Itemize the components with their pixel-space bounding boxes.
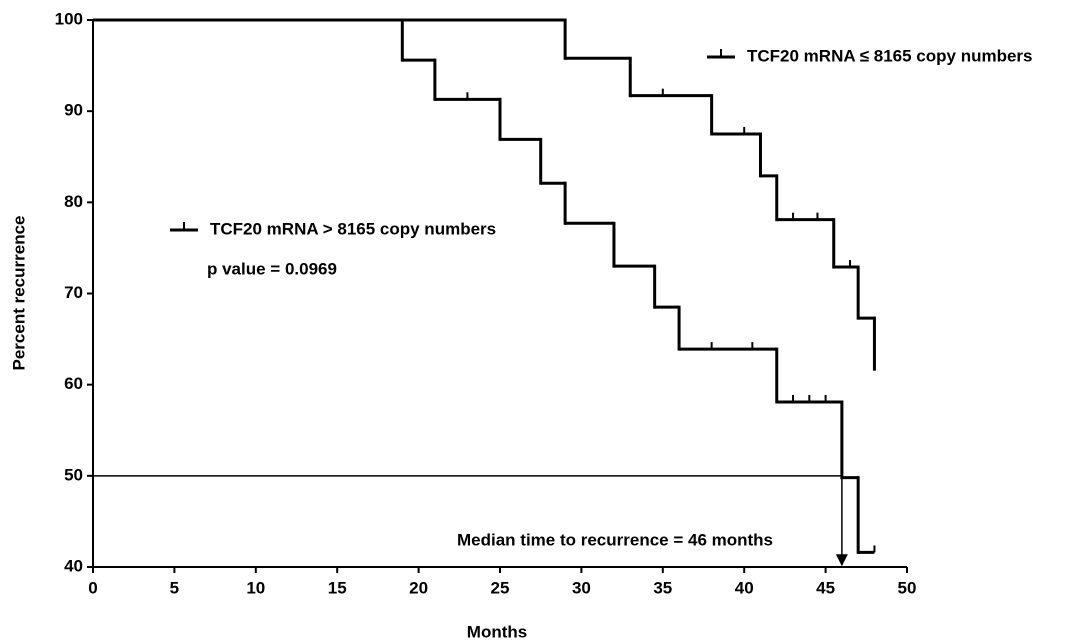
x-tick-label: 15: [328, 578, 347, 597]
x-tick-label: 25: [491, 578, 510, 597]
x-tick-label: 5: [170, 578, 179, 597]
x-tick-label: 20: [409, 578, 428, 597]
x-tick-label: 50: [898, 578, 917, 597]
y-axis-label: Percent recurrence: [9, 216, 28, 371]
x-tick-label: 30: [572, 578, 591, 597]
y-tick-label: 80: [64, 192, 83, 211]
median-note: Median time to recurrence = 46 months: [457, 530, 773, 549]
x-tick-label: 10: [246, 578, 265, 597]
p-value: p value = 0.0969: [207, 259, 337, 278]
x-tick-label: 45: [816, 578, 835, 597]
x-axis-label: Months: [467, 622, 527, 641]
legend-label: TCF20 mRNA ≤ 8165 copy numbers: [747, 46, 1033, 65]
x-tick-label: 35: [653, 578, 672, 597]
y-tick-label: 100: [55, 9, 83, 28]
y-tick-label: 40: [64, 556, 83, 575]
y-tick-label: 50: [64, 465, 83, 484]
y-tick-label: 90: [64, 101, 83, 120]
x-tick-label: 40: [735, 578, 754, 597]
y-tick-label: 60: [64, 374, 83, 393]
x-tick-label: 0: [88, 578, 97, 597]
y-tick-label: 70: [64, 283, 83, 302]
legend-label: TCF20 mRNA > 8165 copy numbers: [210, 219, 496, 238]
